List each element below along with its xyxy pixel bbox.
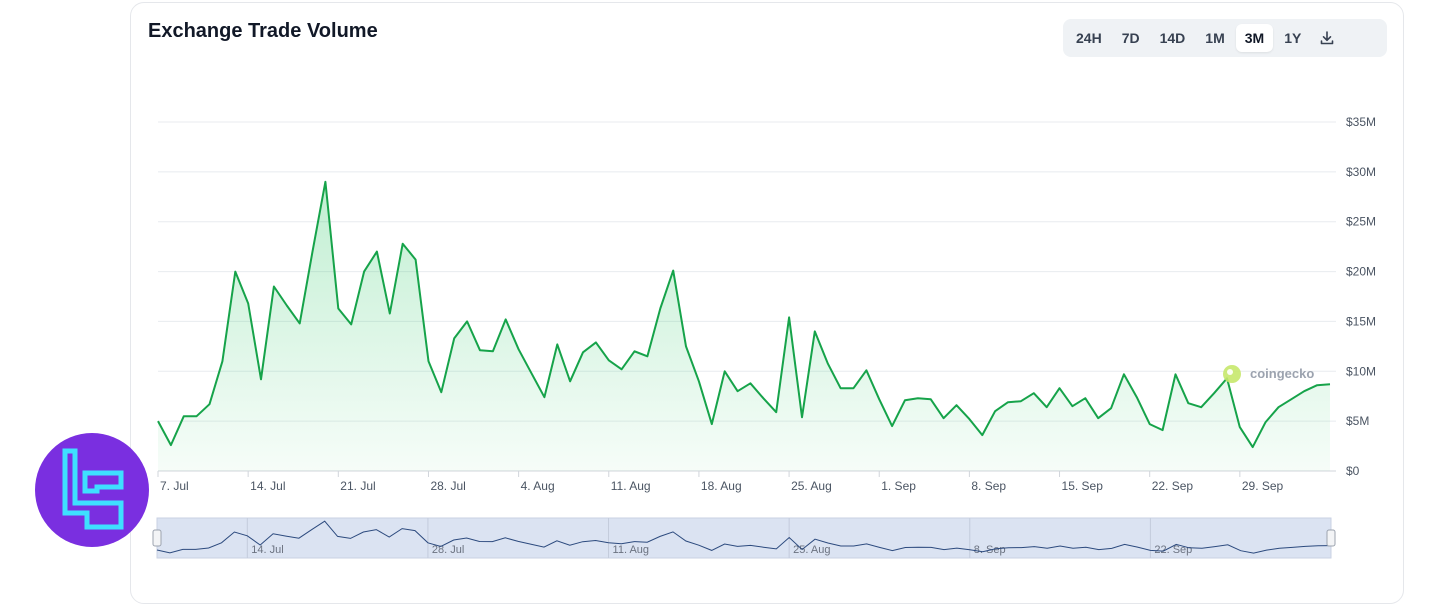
tab-14d[interactable]: 14D — [1159, 30, 1186, 46]
x-tick-label: 29. Sep — [1242, 479, 1284, 493]
navigator-handle-left[interactable] — [152, 529, 162, 547]
navigator-tick-label: 28. Jul — [432, 544, 464, 556]
x-tick-label: 22. Sep — [1152, 479, 1194, 493]
y-tick-label: $20M — [1346, 265, 1376, 279]
y-tick-label: $35M — [1346, 115, 1376, 129]
chart-svg: $0 $5M $10M $15M $20M $25M $30M $35M 7. Jul 14. … — [152, 115, 1376, 559]
watermark-text: coingecko — [1250, 366, 1314, 381]
x-tick-label: 4. Aug — [521, 479, 555, 493]
tab-24h[interactable]: 24H — [1076, 30, 1102, 46]
download-icon — [1321, 31, 1334, 45]
x-tick-label: 15. Sep — [1062, 479, 1104, 493]
navigator-background — [156, 517, 1332, 559]
x-tick-label: 25. Aug — [791, 479, 832, 493]
brand-logo-icon — [62, 448, 124, 530]
volume-line — [157, 180, 1331, 449]
download-button[interactable] — [1312, 24, 1342, 52]
navigator-tick-label: 22. Sep — [1154, 544, 1192, 556]
y-tick-label: $0 — [1346, 464, 1360, 478]
x-axis-labels: 7. Jul 14. Jul 21. Jul 28. Jul 4. Aug 11. Aug… — [160, 479, 1284, 493]
x-tick-label: 14. Jul — [250, 479, 285, 493]
y-tick-label: $5M — [1346, 414, 1369, 428]
x-tick-label: 11. Aug — [611, 479, 651, 493]
y-tick-label: $15M — [1346, 314, 1376, 328]
y-tick-label: $10M — [1346, 364, 1376, 378]
navigator[interactable]: 14. Jul 28. Jul 11. Aug 25. Aug 8. Sep 22. Se… — [152, 517, 1336, 559]
x-tick-label: 1. Sep — [881, 479, 916, 493]
y-axis-labels: $0 $5M $10M $15M $20M $25M $30M $35M — [1346, 115, 1376, 478]
chart-title: Exchange Trade Volume — [148, 20, 378, 42]
volume-area — [158, 181, 1330, 472]
x-tick-label: 7. Jul — [160, 479, 189, 493]
tab-1m[interactable]: 1M — [1205, 30, 1225, 46]
y-tick-label: $25M — [1346, 215, 1376, 229]
range-tabs: 24H 7D 14D 1M 3M 1Y — [1063, 19, 1387, 57]
x-tick-label: 8. Sep — [971, 479, 1006, 493]
x-tick-label: 28. Jul — [430, 479, 465, 493]
navigator-line — [156, 520, 1332, 554]
y-tick-label: $30M — [1346, 165, 1376, 179]
navigator-tick-label: 25. Aug — [793, 544, 830, 556]
brand-logo — [35, 433, 149, 547]
navigator-tick-label: 11. Aug — [613, 544, 650, 556]
tab-1y[interactable]: 1Y — [1284, 30, 1302, 46]
x-tick-label: 21. Jul — [340, 479, 375, 493]
coingecko-watermark: coingecko — [1223, 365, 1314, 383]
chart-card — [130, 2, 1404, 604]
tab-7d[interactable]: 7D — [1121, 30, 1140, 46]
x-tick-label: 18. Aug — [701, 479, 742, 493]
navigator-labels: 14. Jul 28. Jul 11. Aug 25. Aug 8. Sep 22. Se… — [251, 544, 1192, 556]
navigator-handle-right[interactable] — [1326, 529, 1336, 547]
tab-3m[interactable]: 3M — [1235, 24, 1274, 52]
navigator-tick-label: 14. Jul — [251, 544, 283, 556]
